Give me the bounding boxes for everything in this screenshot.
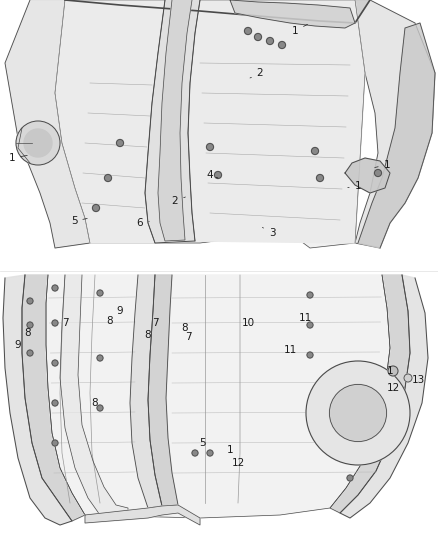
Text: 11: 11 <box>298 313 311 323</box>
Circle shape <box>311 148 318 155</box>
Polygon shape <box>145 0 200 243</box>
Circle shape <box>347 475 353 481</box>
Circle shape <box>307 352 313 358</box>
Circle shape <box>97 290 103 296</box>
Text: 5: 5 <box>71 216 87 226</box>
Polygon shape <box>60 275 128 519</box>
Circle shape <box>52 400 58 406</box>
Circle shape <box>307 322 313 328</box>
Text: 1: 1 <box>375 160 390 170</box>
Circle shape <box>279 42 286 49</box>
Circle shape <box>52 285 58 291</box>
Polygon shape <box>85 505 200 525</box>
Text: 3: 3 <box>262 228 276 238</box>
Text: 1: 1 <box>387 366 393 376</box>
Text: 9: 9 <box>117 306 124 316</box>
Circle shape <box>52 360 58 366</box>
Circle shape <box>266 37 273 44</box>
Polygon shape <box>148 275 178 506</box>
Circle shape <box>317 174 324 182</box>
Circle shape <box>105 174 112 182</box>
Text: 12: 12 <box>386 383 399 393</box>
Circle shape <box>329 384 387 442</box>
Polygon shape <box>55 0 365 248</box>
Polygon shape <box>46 275 390 518</box>
Circle shape <box>52 440 58 446</box>
Circle shape <box>27 350 33 356</box>
Text: 2: 2 <box>172 196 185 206</box>
Text: 6: 6 <box>137 218 149 228</box>
Text: 1: 1 <box>348 181 361 191</box>
Polygon shape <box>340 275 428 518</box>
Circle shape <box>92 205 99 212</box>
Circle shape <box>192 450 198 456</box>
Text: 12: 12 <box>231 458 245 468</box>
Polygon shape <box>5 0 90 248</box>
Text: 10: 10 <box>241 318 254 328</box>
Text: 4: 4 <box>207 170 218 180</box>
Circle shape <box>306 361 410 465</box>
Text: 8: 8 <box>107 316 113 326</box>
Text: 7: 7 <box>152 318 158 328</box>
Text: 7: 7 <box>185 332 191 342</box>
Circle shape <box>388 366 398 376</box>
Text: 13: 13 <box>411 375 424 385</box>
Circle shape <box>97 355 103 361</box>
Circle shape <box>206 143 213 150</box>
Text: 8: 8 <box>92 398 98 408</box>
Polygon shape <box>55 0 165 243</box>
Polygon shape <box>358 23 435 248</box>
Circle shape <box>24 129 52 157</box>
Polygon shape <box>130 275 162 508</box>
Text: 11: 11 <box>283 345 297 355</box>
Text: 2: 2 <box>250 68 263 78</box>
Polygon shape <box>330 275 410 513</box>
Circle shape <box>117 140 124 147</box>
Polygon shape <box>158 0 192 241</box>
Circle shape <box>207 450 213 456</box>
Polygon shape <box>355 0 435 248</box>
Circle shape <box>374 169 381 176</box>
Circle shape <box>215 172 222 179</box>
Text: 8: 8 <box>182 323 188 333</box>
Text: 1: 1 <box>227 445 233 455</box>
Polygon shape <box>345 158 390 193</box>
Circle shape <box>16 121 60 165</box>
Text: 1: 1 <box>292 25 307 36</box>
Text: 5: 5 <box>199 438 205 448</box>
Text: 9: 9 <box>15 340 21 350</box>
Text: 7: 7 <box>62 318 68 328</box>
Circle shape <box>27 322 33 328</box>
Polygon shape <box>22 275 85 521</box>
Text: 8: 8 <box>145 330 151 340</box>
Circle shape <box>307 292 313 298</box>
Text: 8: 8 <box>25 328 31 338</box>
Text: 1: 1 <box>9 153 27 163</box>
Polygon shape <box>188 0 365 243</box>
Circle shape <box>52 320 58 326</box>
Circle shape <box>244 28 251 35</box>
Circle shape <box>404 374 412 382</box>
Circle shape <box>97 405 103 411</box>
Polygon shape <box>65 0 370 23</box>
Polygon shape <box>3 275 72 525</box>
Circle shape <box>27 298 33 304</box>
Polygon shape <box>230 0 355 28</box>
Circle shape <box>254 34 261 41</box>
